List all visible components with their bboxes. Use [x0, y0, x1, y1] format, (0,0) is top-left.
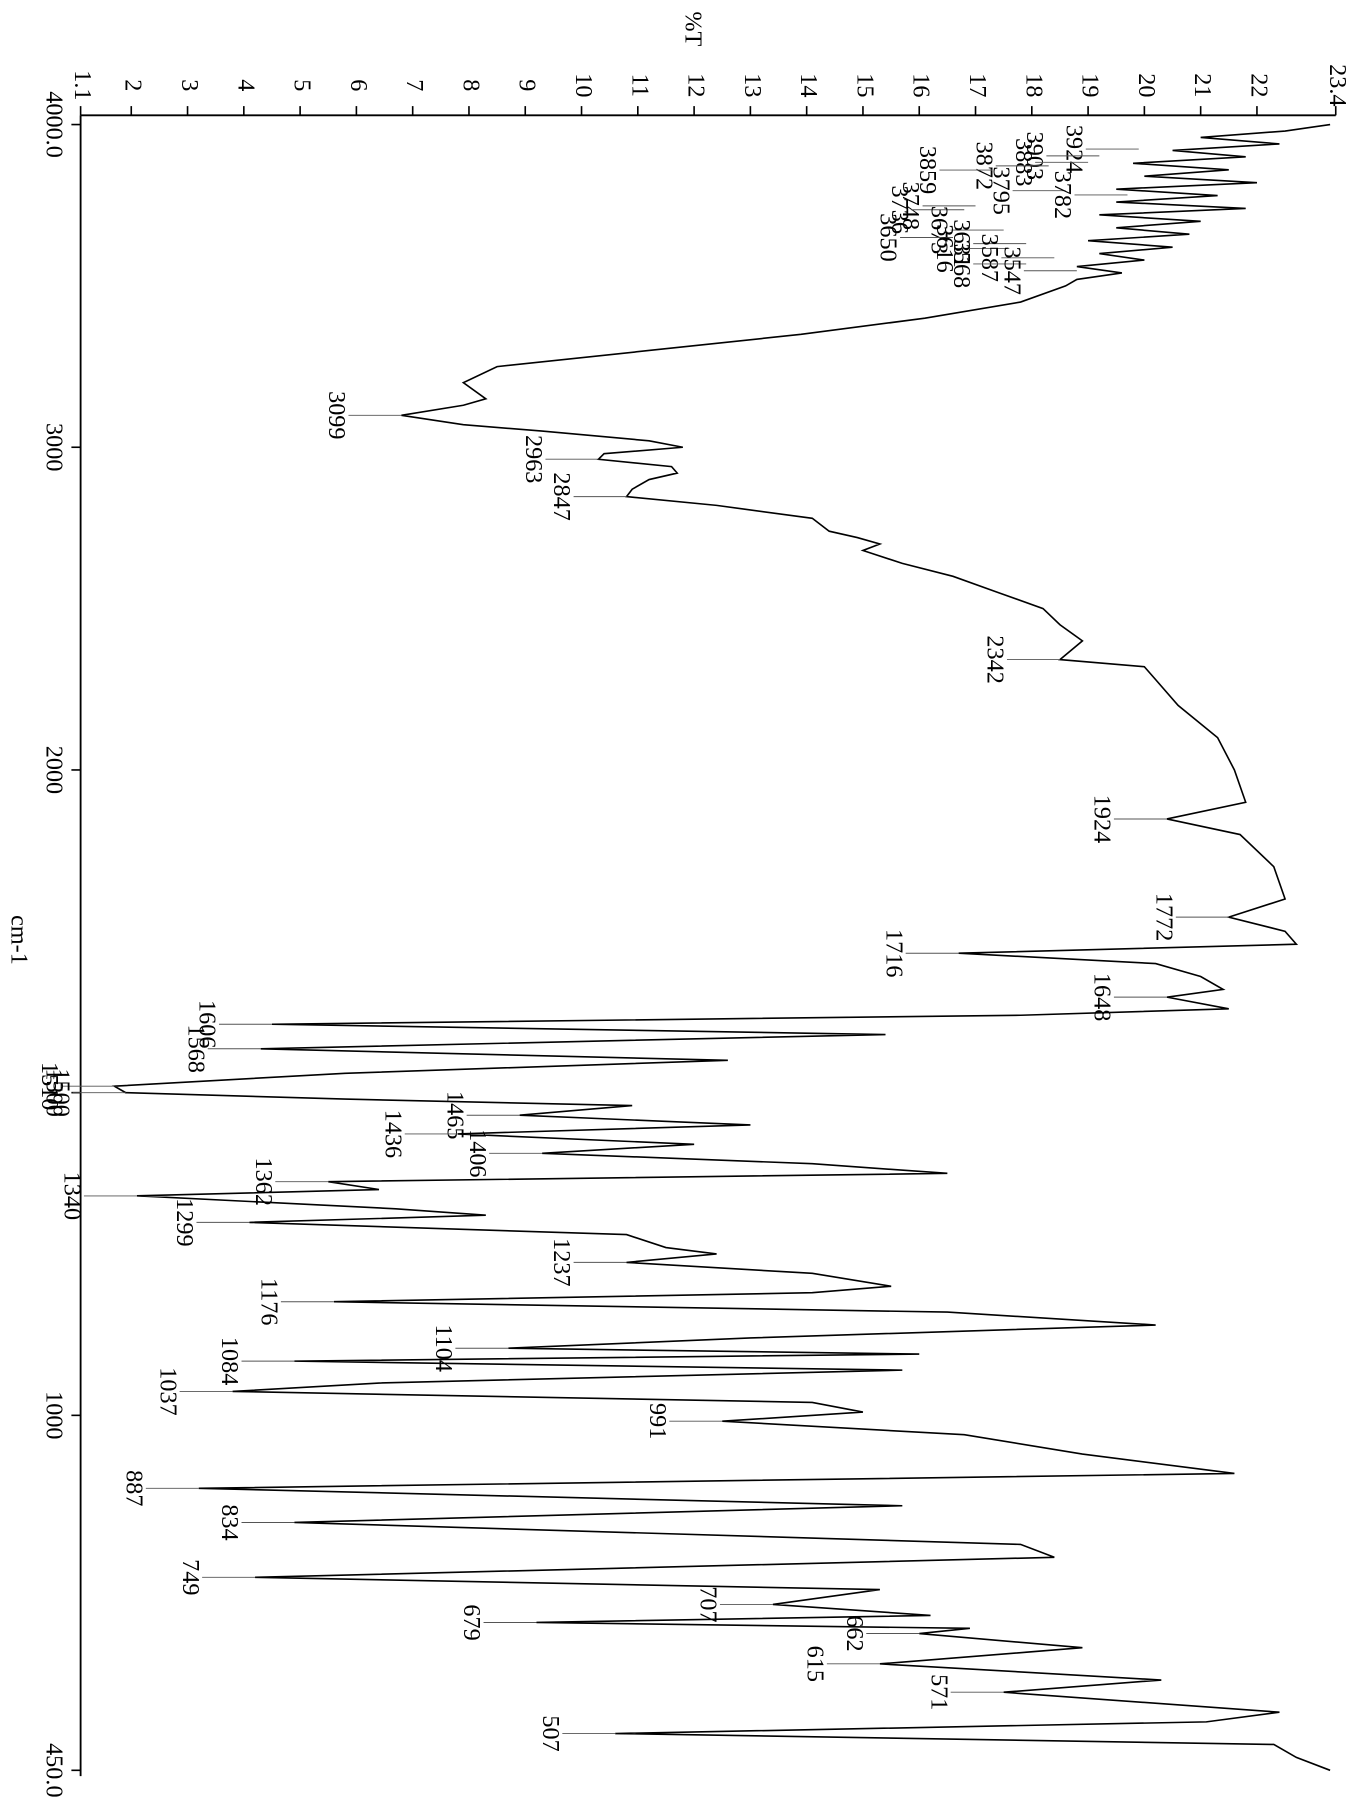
- peak-label: 749: [177, 1559, 204, 1595]
- peak-label: 1606: [194, 1000, 221, 1048]
- peak-label: 1237: [548, 1238, 575, 1286]
- y-tick-label: 15: [851, 73, 878, 97]
- peak-label: 2847: [548, 472, 575, 520]
- peak-label: 2963: [520, 435, 547, 483]
- peak-label: 1037: [154, 1367, 181, 1415]
- peak-label: 571: [925, 1674, 952, 1710]
- y-tick-label: 23.4: [1324, 64, 1351, 106]
- peak-label: 3872: [970, 142, 997, 190]
- y-tick-label: 18: [1020, 73, 1047, 97]
- peak-label: 1299: [171, 1198, 198, 1246]
- peak-label: 615: [802, 1646, 829, 1682]
- peak-label: 3883: [1010, 138, 1037, 186]
- peak-label: 834: [216, 1504, 243, 1540]
- peak-label: 3568: [948, 240, 975, 288]
- peak-label: 3795: [987, 167, 1014, 215]
- y-tick-label: 19: [1077, 73, 1104, 97]
- peak-label: 1084: [216, 1337, 243, 1385]
- peak-label: 1716: [880, 929, 907, 977]
- peak-label: 1510: [36, 1062, 63, 1110]
- peak-label: 3859: [914, 146, 941, 194]
- peak-label: 1406: [464, 1129, 491, 1177]
- peak-label: 1340: [59, 1172, 86, 1220]
- x-tick-label: 1000: [40, 1391, 67, 1439]
- y-tick-label: 11: [626, 74, 653, 97]
- y-tick-label: 1.1: [69, 70, 96, 100]
- peak-label: 3924: [1060, 125, 1087, 173]
- peak-label: 1104: [430, 1324, 457, 1372]
- peak-label: 3650: [875, 213, 902, 261]
- peak-label: 3099: [323, 391, 350, 439]
- peak-label: 1648: [1089, 973, 1116, 1021]
- y-tick-label: 16: [908, 73, 935, 97]
- y-tick-label: 14: [795, 73, 822, 97]
- peak-label: 3736: [886, 186, 913, 234]
- y-tick-label: 21: [1189, 73, 1216, 97]
- peak-label: 3782: [1049, 171, 1076, 219]
- y-tick-label: 22: [1245, 73, 1272, 97]
- peak-label: 1176: [256, 1278, 283, 1326]
- peak-label: 1924: [1089, 795, 1116, 843]
- peak-label: 1465: [441, 1091, 468, 1139]
- peak-label: 991: [644, 1403, 671, 1439]
- y-axis-title: %T: [679, 11, 706, 46]
- peak-label: 3673: [925, 206, 952, 254]
- peak-label: 1772: [1150, 893, 1177, 941]
- plot-area: %T cm-1 1.1 2 3 4 5 6 7 8 9 10 11 12 13 14 15 16 17 18 19 2…: [6, 11, 1351, 1797]
- peak-label: 1436: [379, 1110, 406, 1158]
- peak-label: 507: [537, 1715, 564, 1751]
- x-tick-label: 450.0: [40, 1743, 67, 1797]
- y-tick-label: 20: [1133, 73, 1160, 97]
- y-tick-label: 5: [289, 79, 316, 91]
- y-tick-label: 13: [739, 73, 766, 97]
- y-tick-label: 3: [176, 79, 203, 91]
- peak-label: 3547: [999, 247, 1026, 295]
- peak-label: 707: [695, 1586, 722, 1622]
- peak-label: 887: [120, 1470, 147, 1506]
- peak-label: 3748: [897, 182, 924, 230]
- x-tick-label: 4000.0: [40, 91, 67, 158]
- peak-label: 2342: [982, 635, 1009, 683]
- peak-label: 679: [458, 1604, 485, 1640]
- peak-label: 662: [841, 1615, 868, 1651]
- x-tick-label: 2000: [40, 746, 67, 794]
- y-tick-label: 10: [570, 73, 597, 97]
- y-tick-label: 7: [401, 79, 428, 91]
- x-axis-title: cm-1: [6, 915, 33, 965]
- x-tick-label: 1500: [40, 1068, 67, 1116]
- peak-label: 1362: [250, 1158, 277, 1206]
- peak-label: 3631: [948, 219, 975, 267]
- peak-label: 3587: [976, 234, 1003, 282]
- peak-label: 3616: [931, 224, 958, 272]
- x-tick-label: 3000: [40, 423, 67, 471]
- y-tick-label: 9: [514, 79, 541, 91]
- peak-label: 3903: [1021, 132, 1048, 180]
- y-tick-label: 8: [457, 79, 484, 91]
- peak-label: 1500: [47, 1068, 74, 1116]
- y-tick-label: 6: [345, 79, 372, 91]
- y-tick-label: 4: [232, 79, 259, 91]
- y-tick-label: 2: [120, 79, 147, 91]
- y-tick-label: 12: [683, 73, 710, 97]
- spectrum-line: [111, 123, 1331, 1772]
- y-tick-label: 17: [964, 73, 991, 97]
- peak-label: 1568: [182, 1025, 209, 1073]
